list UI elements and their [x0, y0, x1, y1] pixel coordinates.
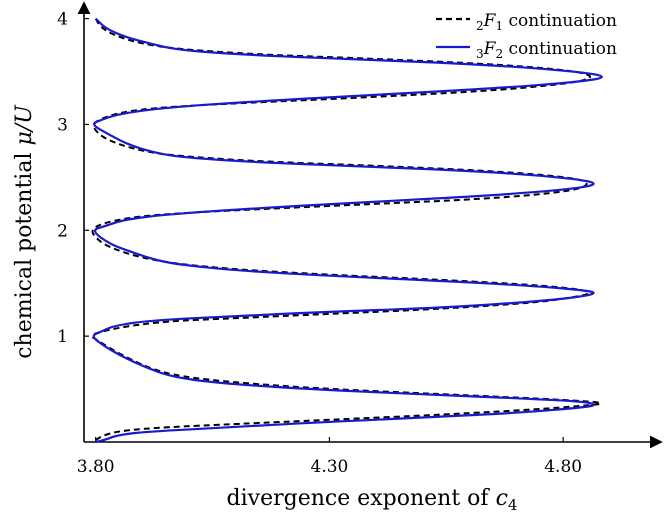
legend: 2F1 continuation 3F2 continuation: [436, 11, 617, 61]
series-line-2f1: [91, 18, 602, 441]
y-tick-label: 3: [57, 115, 68, 135]
y-tick-label: 2: [57, 221, 68, 241]
y-tick-label: 1: [57, 327, 68, 347]
x-axis-title: divergence exponent of c4: [227, 486, 518, 514]
y-axis-title: chemical potential μ/U: [12, 104, 37, 359]
legend-label-2f1: 2F1 continuation: [476, 11, 617, 33]
x-tick-label: 4.30: [311, 457, 349, 477]
axes: 3.80 4.30 4.80 1 2 3 4: [57, 1, 663, 477]
y-tick-label: 4: [57, 10, 68, 30]
x-tick-label: 4.80: [544, 457, 582, 477]
legend-label-3f2: 3F2 continuation: [476, 39, 617, 61]
series-line-3f2: [92, 17, 603, 444]
series-layer: [91, 17, 603, 444]
x-tick-label: 3.80: [77, 457, 115, 477]
